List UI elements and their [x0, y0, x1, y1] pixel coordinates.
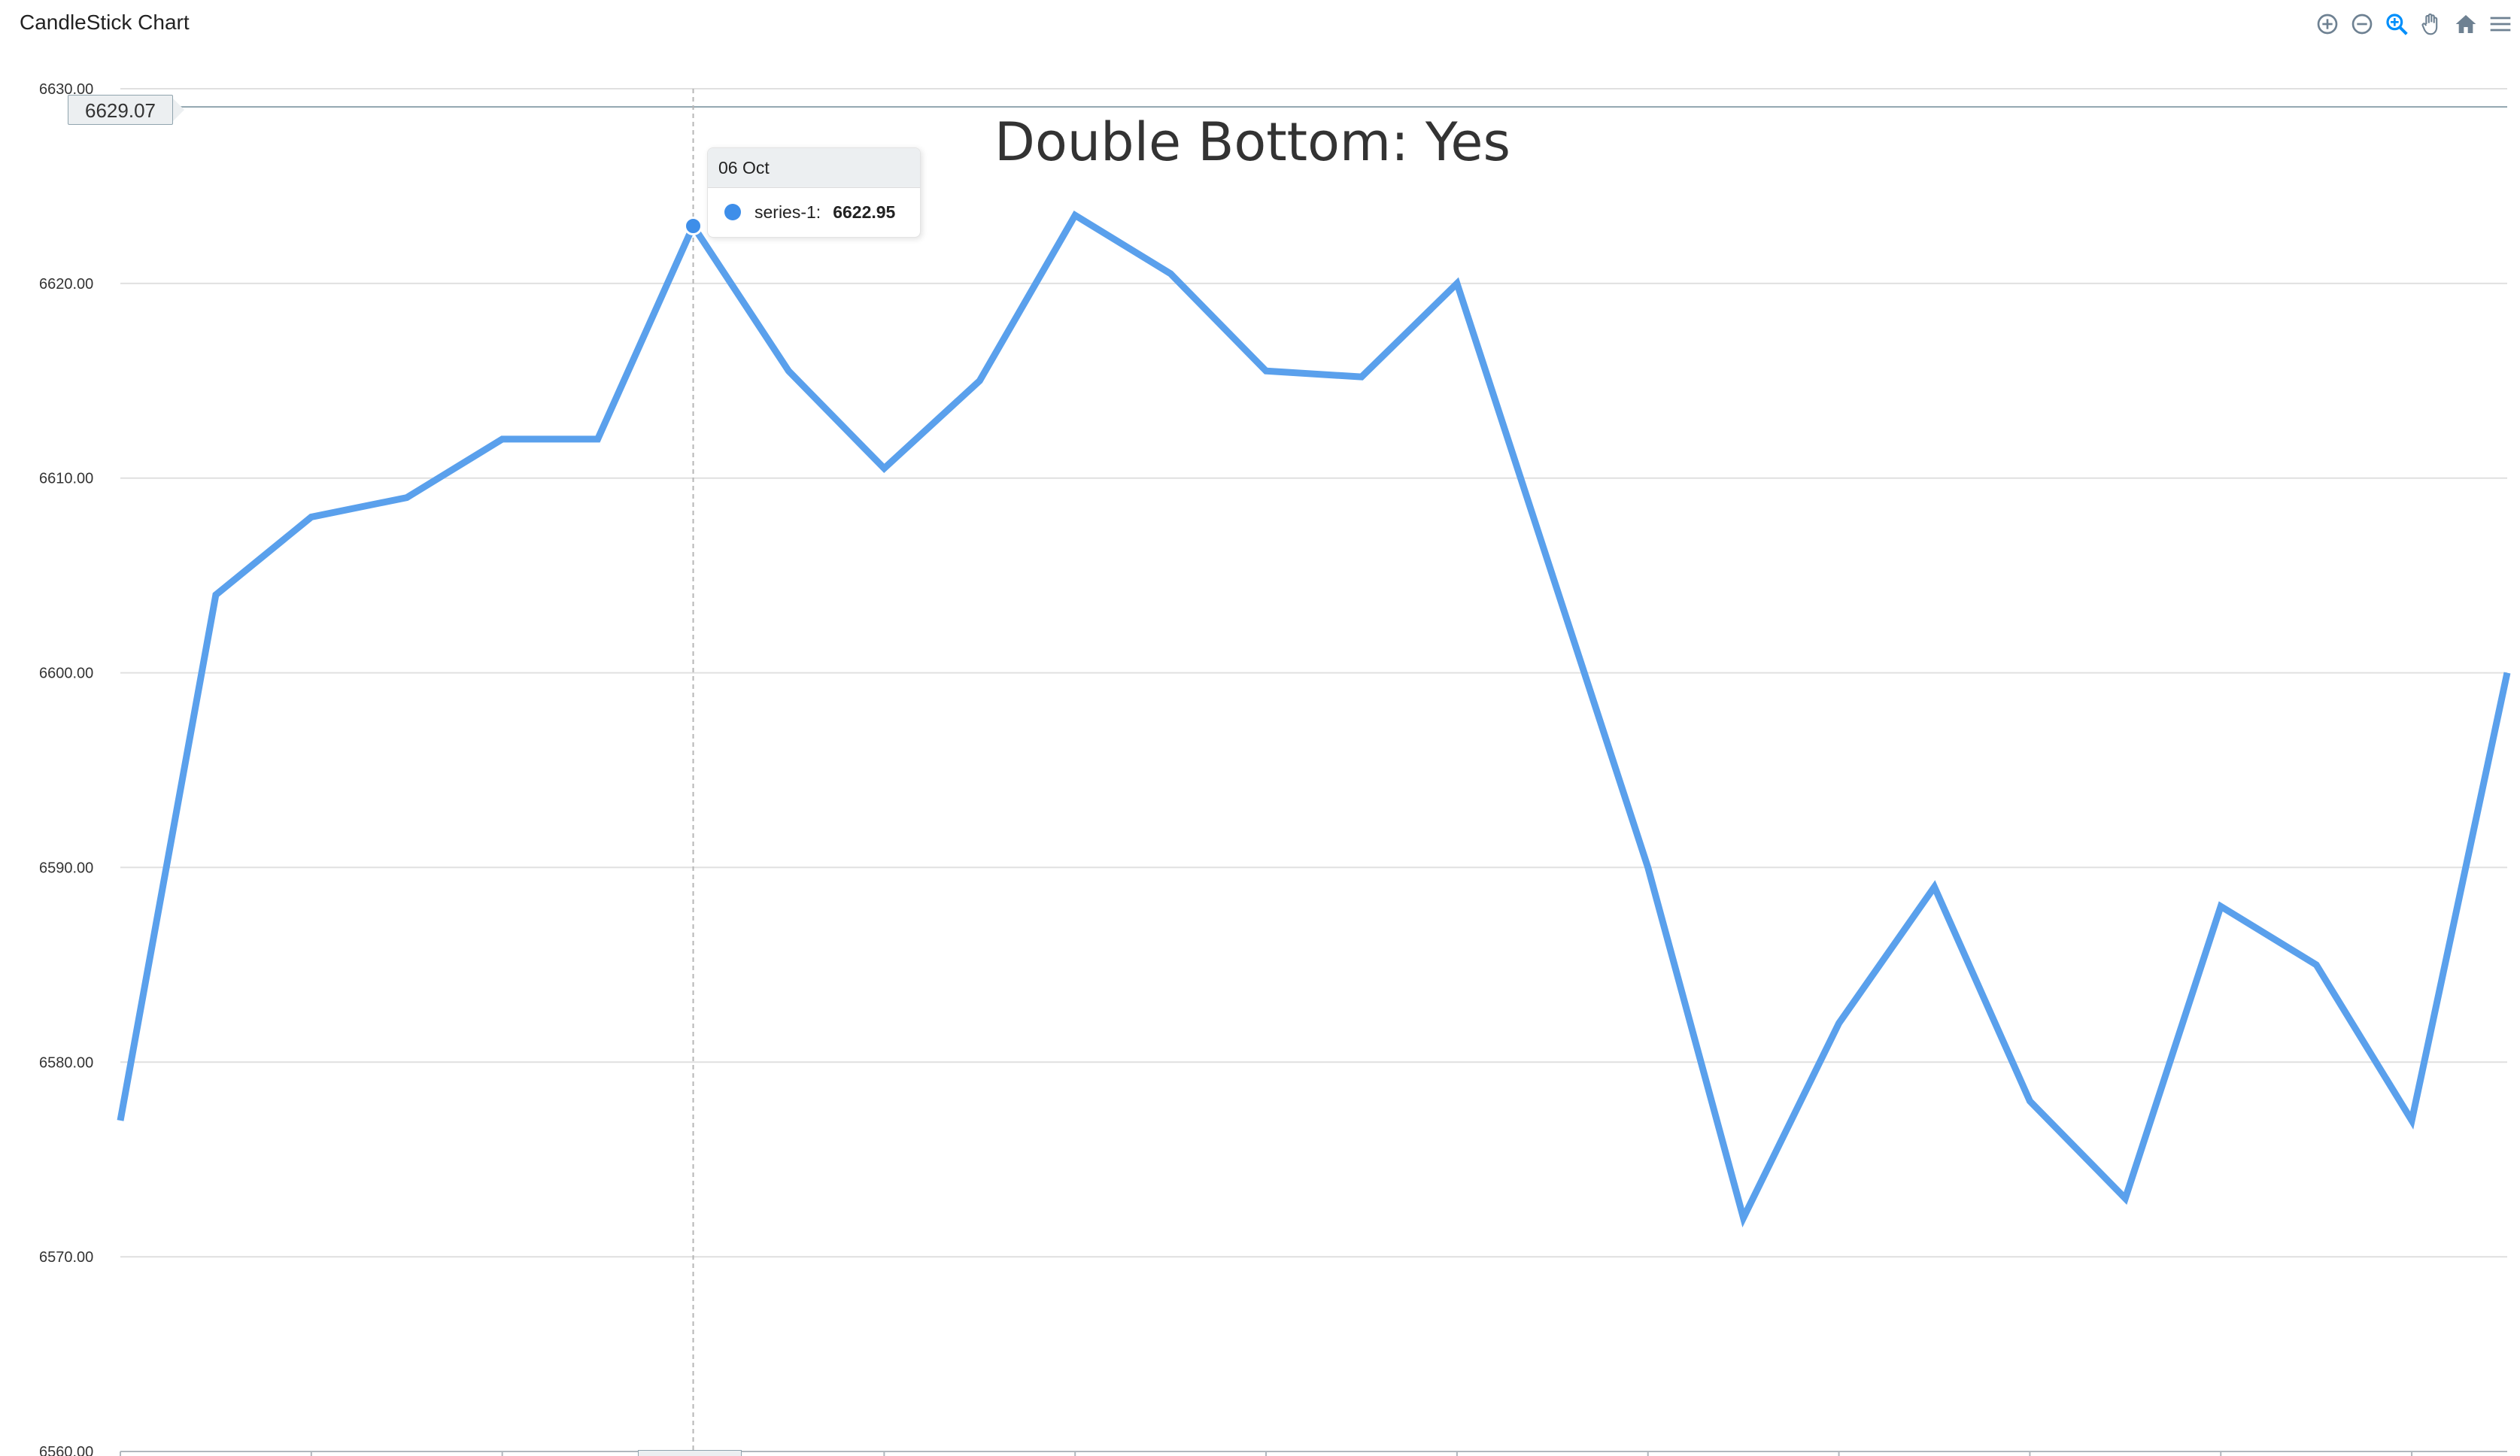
- y-tick-label: 6620.00: [39, 276, 93, 293]
- tooltip-series-label: series-1:: [754, 202, 821, 222]
- series-line: [117, 211, 2511, 1228]
- y-tick-label: 6560.00: [39, 1444, 93, 1456]
- zoom-out-icon: [2351, 14, 2373, 35]
- menu-icon: [2490, 17, 2511, 32]
- crosshair-y-value-label: 6629.07: [68, 95, 184, 125]
- zoom-out-button[interactable]: [2348, 11, 2376, 38]
- series-layer: [117, 211, 2511, 1228]
- series-marker-icon: [724, 204, 741, 220]
- zoom-in-button[interactable]: [2314, 11, 2341, 38]
- y-tick-label: 6600.00: [39, 666, 93, 682]
- menu-button[interactable]: [2487, 11, 2514, 38]
- pan-button[interactable]: [2418, 11, 2445, 38]
- hovered-data-point: [684, 216, 703, 235]
- chart-title: Double Bottom: Yes: [994, 111, 1510, 173]
- reset-zoom-button[interactable]: [2452, 11, 2479, 38]
- y-axis-labels: 6560.00 6570.00 6580.00 6590.00 6600.00 6610.…: [39, 81, 93, 1456]
- reset-home-icon: [2455, 15, 2476, 33]
- y-tick-label: 6610.00: [39, 471, 93, 487]
- app-title: CandleStick Chart: [20, 11, 190, 34]
- tooltip-series-row: series-1: 6622.95: [708, 188, 920, 236]
- tooltip-date: 06 Oct: [708, 148, 920, 188]
- pan-hand-icon: [2421, 13, 2438, 35]
- y-tick-label: 6570.00: [39, 1249, 93, 1266]
- data-tooltip: 06 Oct series-1: 6622.95: [707, 147, 921, 238]
- y-tick-label: 6580.00: [39, 1054, 93, 1071]
- y-tick-label: 6630.00: [39, 81, 93, 98]
- zoom-in-icon: [2317, 14, 2338, 35]
- tooltip-value: 6622.95: [833, 202, 896, 222]
- x-axis: [120, 1451, 2507, 1456]
- chart-toolbar: [2314, 11, 2514, 38]
- crosshair-x-tip: [638, 1450, 742, 1456]
- selection-zoom-icon: [2386, 14, 2408, 35]
- grid-lines: [120, 88, 2507, 1452]
- y-tick-label: 6590.00: [39, 860, 93, 876]
- crosshair: [178, 89, 2507, 1451]
- selection-zoom-button[interactable]: [2383, 11, 2410, 38]
